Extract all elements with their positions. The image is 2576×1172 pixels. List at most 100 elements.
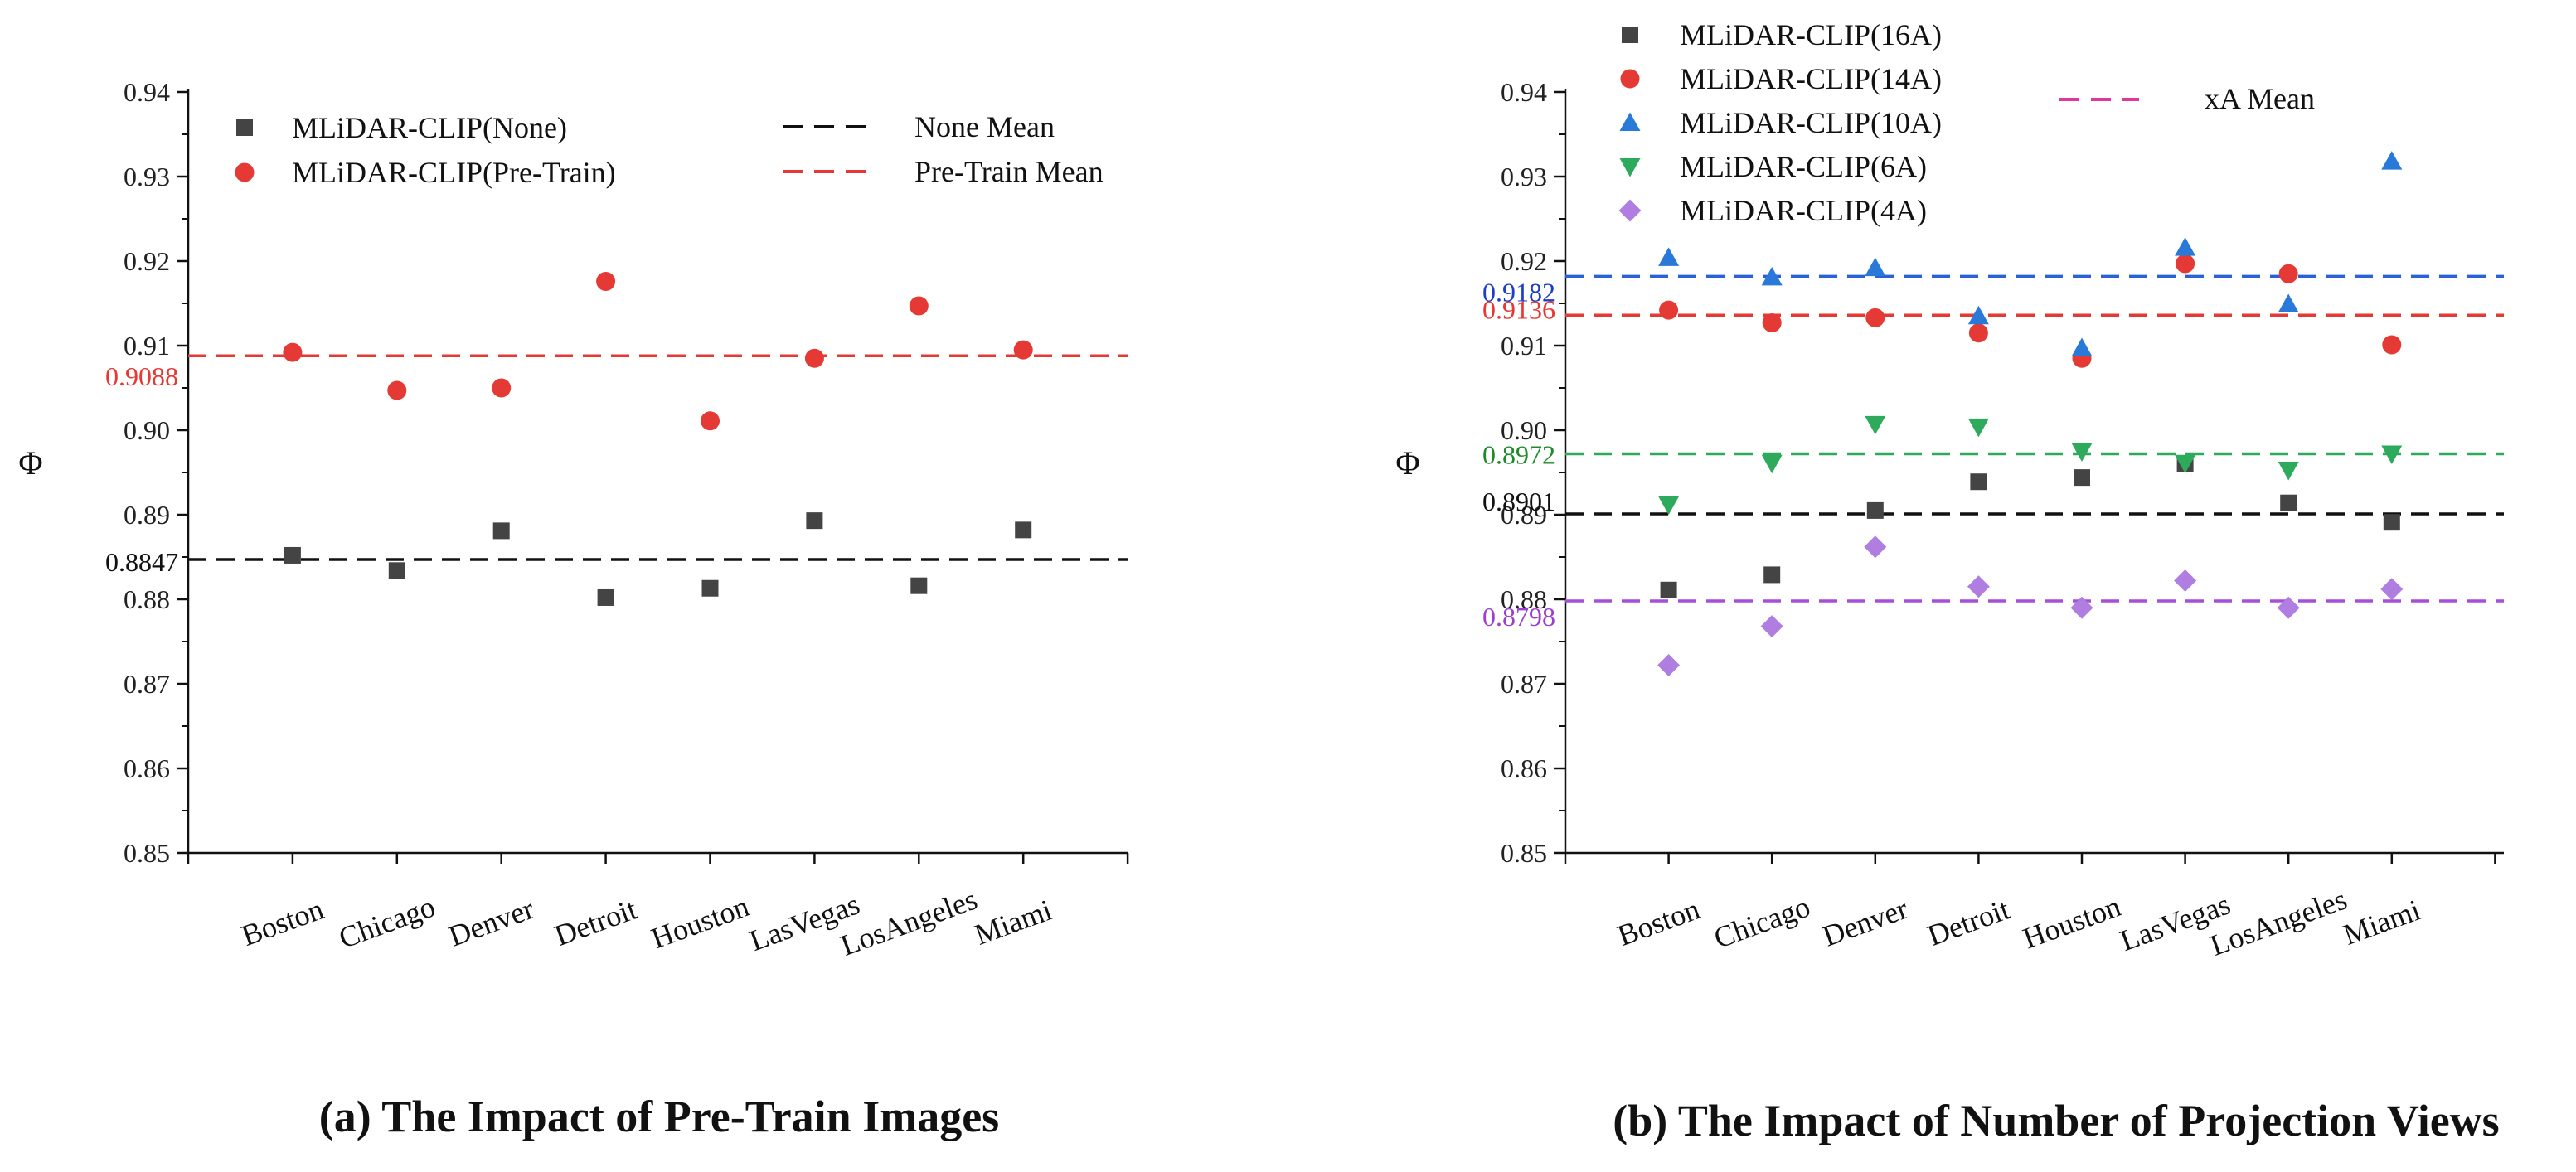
data-point-mlidar-clip-16a-detroit bbox=[1970, 473, 1987, 491]
y-tick-label: 0.85 bbox=[124, 838, 170, 868]
x-tick-label-boston: Boston bbox=[1613, 892, 1705, 952]
x-tick-label-denver: Denver bbox=[1818, 892, 1912, 953]
data-point-mlidar-clip-10a-lasvegas bbox=[2175, 237, 2196, 256]
mean-value-label-4a-mean: 0.8798 bbox=[1482, 602, 1555, 632]
legend-marker-mlidar-clip-10a bbox=[1619, 112, 1641, 131]
y-tick-label: 0.93 bbox=[1501, 162, 1547, 191]
x-tick-label-detroit: Detroit bbox=[1924, 892, 2015, 952]
data-point-mlidar-clip-10a-miami bbox=[2381, 151, 2403, 170]
legend-marker-none bbox=[236, 119, 253, 136]
legend-marker-mlidar-clip-16a bbox=[1622, 27, 1638, 43]
x-tick-label-houston: Houston bbox=[647, 889, 753, 955]
legend-label-mlidar-clip-16a: MLiDAR-CLIP(16A) bbox=[1680, 18, 1942, 51]
x-tick-label-chicago: Chicago bbox=[334, 889, 439, 955]
data-point-mlidar-clip-pre-train-denver bbox=[492, 378, 512, 398]
data-point-mlidar-clip-none-chicago bbox=[388, 562, 405, 579]
chart-a-pretrain-impact: 0.85 0.86 0.87 0.88 0.89 0.90 0.91 0.92 0.93 0.94… bbox=[18, 77, 1129, 962]
y-tick-label: 0.86 bbox=[124, 753, 170, 783]
data-point-mlidar-clip-none-detroit bbox=[597, 588, 614, 606]
data-point-mlidar-clip-6a-miami bbox=[2381, 445, 2403, 465]
data-point-mlidar-clip-4a-losangeles bbox=[2277, 596, 2300, 619]
data-point-mlidar-clip-10a-denver bbox=[1865, 257, 1886, 277]
data-point-mlidar-clip-pre-train-detroit bbox=[596, 271, 616, 291]
x-tick-label-miami: Miami bbox=[970, 894, 1056, 952]
legend-label-none-mean: None Mean bbox=[914, 110, 1055, 143]
data-point-mlidar-clip-4a-denver bbox=[1864, 535, 1887, 559]
y-tick-label: 0.85 bbox=[1501, 838, 1547, 868]
chart-b-projection-views: 0.85 0.86 0.87 0.88 0.89 0.90 0.91 0.92 0.93 0.94… bbox=[1395, 18, 2504, 962]
data-point-mlidar-clip-pre-train-boston bbox=[283, 342, 303, 362]
x-tick-label-detroit: Detroit bbox=[551, 892, 642, 952]
legend-label-none: MLiDAR-CLIP(None) bbox=[292, 111, 567, 144]
data-point-mlidar-clip-6a-houston bbox=[2071, 443, 2093, 462]
y-axis-title: Φ bbox=[1395, 444, 1419, 482]
data-point-mlidar-clip-10a-chicago bbox=[1761, 266, 1783, 286]
data-point-mlidar-clip-16a-boston bbox=[1660, 581, 1677, 598]
x-tick-label-losangeles: LosAngeles bbox=[837, 883, 982, 962]
data-point-mlidar-clip-14a-lasvegas bbox=[2176, 254, 2195, 274]
y-tick-label: 0.93 bbox=[124, 162, 170, 191]
data-point-mlidar-clip-10a-houston bbox=[2071, 337, 2093, 357]
legend-label-pretrain: MLiDAR-CLIP(Pre-Train) bbox=[292, 156, 616, 189]
y-tick-label: 0.86 bbox=[1501, 753, 1547, 783]
caption-b: (b) The Impact of Number of Projection V… bbox=[1613, 1096, 2499, 1145]
y-tick-label: 0.94 bbox=[1501, 77, 1547, 107]
x-tick-label-houston: Houston bbox=[2019, 889, 2125, 955]
data-point-mlidar-clip-10a-boston bbox=[1658, 247, 1680, 266]
y-tick-label: 0.88 bbox=[1501, 584, 1547, 614]
legend-b: MLiDAR-CLIP(16A) MLiDAR-CLIP(14A) MLiDAR-C… bbox=[1618, 18, 2315, 227]
legend-label-xa-mean: xA Mean bbox=[2205, 82, 2315, 115]
y-tick-label: 0.91 bbox=[124, 331, 170, 361]
data-point-mlidar-clip-6a-chicago bbox=[1761, 454, 1783, 474]
legend-label-mlidar-clip-6a: MLiDAR-CLIP(6A) bbox=[1680, 150, 1927, 183]
legend-marker-mlidar-clip-6a bbox=[1619, 158, 1641, 177]
data-point-mlidar-clip-14a-boston bbox=[1659, 300, 1679, 320]
x-tick-label-chicago: Chicago bbox=[1710, 889, 1814, 955]
data-point-mlidar-clip-4a-detroit bbox=[1967, 575, 1990, 598]
data-point-mlidar-clip-none-miami bbox=[1015, 521, 1032, 539]
x-tick-label-losangeles: LosAngeles bbox=[2205, 883, 2350, 962]
legend-marker-mlidar-clip-4a bbox=[1618, 199, 1642, 222]
y-tick-label: 0.92 bbox=[124, 246, 170, 276]
data-point-mlidar-clip-none-boston bbox=[284, 546, 301, 564]
data-point-mlidar-clip-4a-boston bbox=[1657, 654, 1681, 677]
legend-marker-pretrain bbox=[235, 162, 255, 182]
y-tick-label: 0.89 bbox=[1501, 500, 1547, 530]
data-point-mlidar-clip-pre-train-lasvegas bbox=[804, 348, 824, 368]
y-tick-label: 0.94 bbox=[124, 77, 170, 107]
mean-value-label-none-mean: 0.8847 bbox=[105, 547, 178, 577]
y-axis-title: Φ bbox=[18, 444, 42, 482]
data-point-mlidar-clip-14a-denver bbox=[1865, 308, 1885, 327]
data-point-mlidar-clip-6a-lasvegas bbox=[2175, 454, 2196, 474]
data-point-mlidar-clip-pre-train-houston bbox=[701, 411, 720, 431]
data-point-mlidar-clip-none-denver bbox=[492, 522, 510, 540]
data-point-mlidar-clip-10a-detroit bbox=[1967, 305, 1989, 325]
y-tick-label: 0.92 bbox=[1501, 246, 1547, 276]
data-point-mlidar-clip-none-losangeles bbox=[910, 577, 928, 594]
y-tick-label: 0.90 bbox=[124, 415, 170, 445]
data-point-mlidar-clip-4a-lasvegas bbox=[2174, 569, 2197, 593]
legend-marker-mlidar-clip-14a bbox=[1620, 69, 1640, 89]
mean-value-label-14a-mean: 0.9136 bbox=[1482, 294, 1555, 324]
data-point-mlidar-clip-16a-houston bbox=[2074, 469, 2090, 487]
mean-value-label-10a-mean: 0.9182 bbox=[1482, 277, 1555, 307]
legend-label-mlidar-clip-14a: MLiDAR-CLIP(14A) bbox=[1680, 62, 1942, 95]
data-point-mlidar-clip-14a-detroit bbox=[1968, 323, 1988, 343]
y-tick-label: 0.87 bbox=[124, 669, 170, 699]
x-tick-label-denver: Denver bbox=[444, 892, 538, 953]
x-tick-label-miami: Miami bbox=[2339, 894, 2425, 952]
data-point-mlidar-clip-pre-train-losangeles bbox=[909, 296, 929, 316]
data-point-mlidar-clip-pre-train-chicago bbox=[387, 380, 407, 400]
data-point-mlidar-clip-4a-miami bbox=[2380, 578, 2404, 601]
legend-label-mlidar-clip-4a: MLiDAR-CLIP(4A) bbox=[1680, 194, 1927, 227]
data-point-mlidar-clip-16a-losangeles bbox=[2280, 494, 2297, 511]
data-point-mlidar-clip-14a-losangeles bbox=[2278, 264, 2298, 283]
legend-a: MLiDAR-CLIP(None) MLiDAR-CLIP(Pre-Train) N… bbox=[235, 110, 1104, 189]
y-tick-label: 0.91 bbox=[1501, 331, 1547, 361]
data-point-mlidar-clip-6a-boston bbox=[1658, 496, 1680, 516]
y-tick-label: 0.87 bbox=[1501, 669, 1547, 699]
data-point-mlidar-clip-10a-losangeles bbox=[2278, 293, 2299, 313]
mean-value-label-6a-mean: 0.8972 bbox=[1482, 440, 1555, 470]
mean-value-label-pre-train-mean: 0.9088 bbox=[105, 361, 178, 391]
